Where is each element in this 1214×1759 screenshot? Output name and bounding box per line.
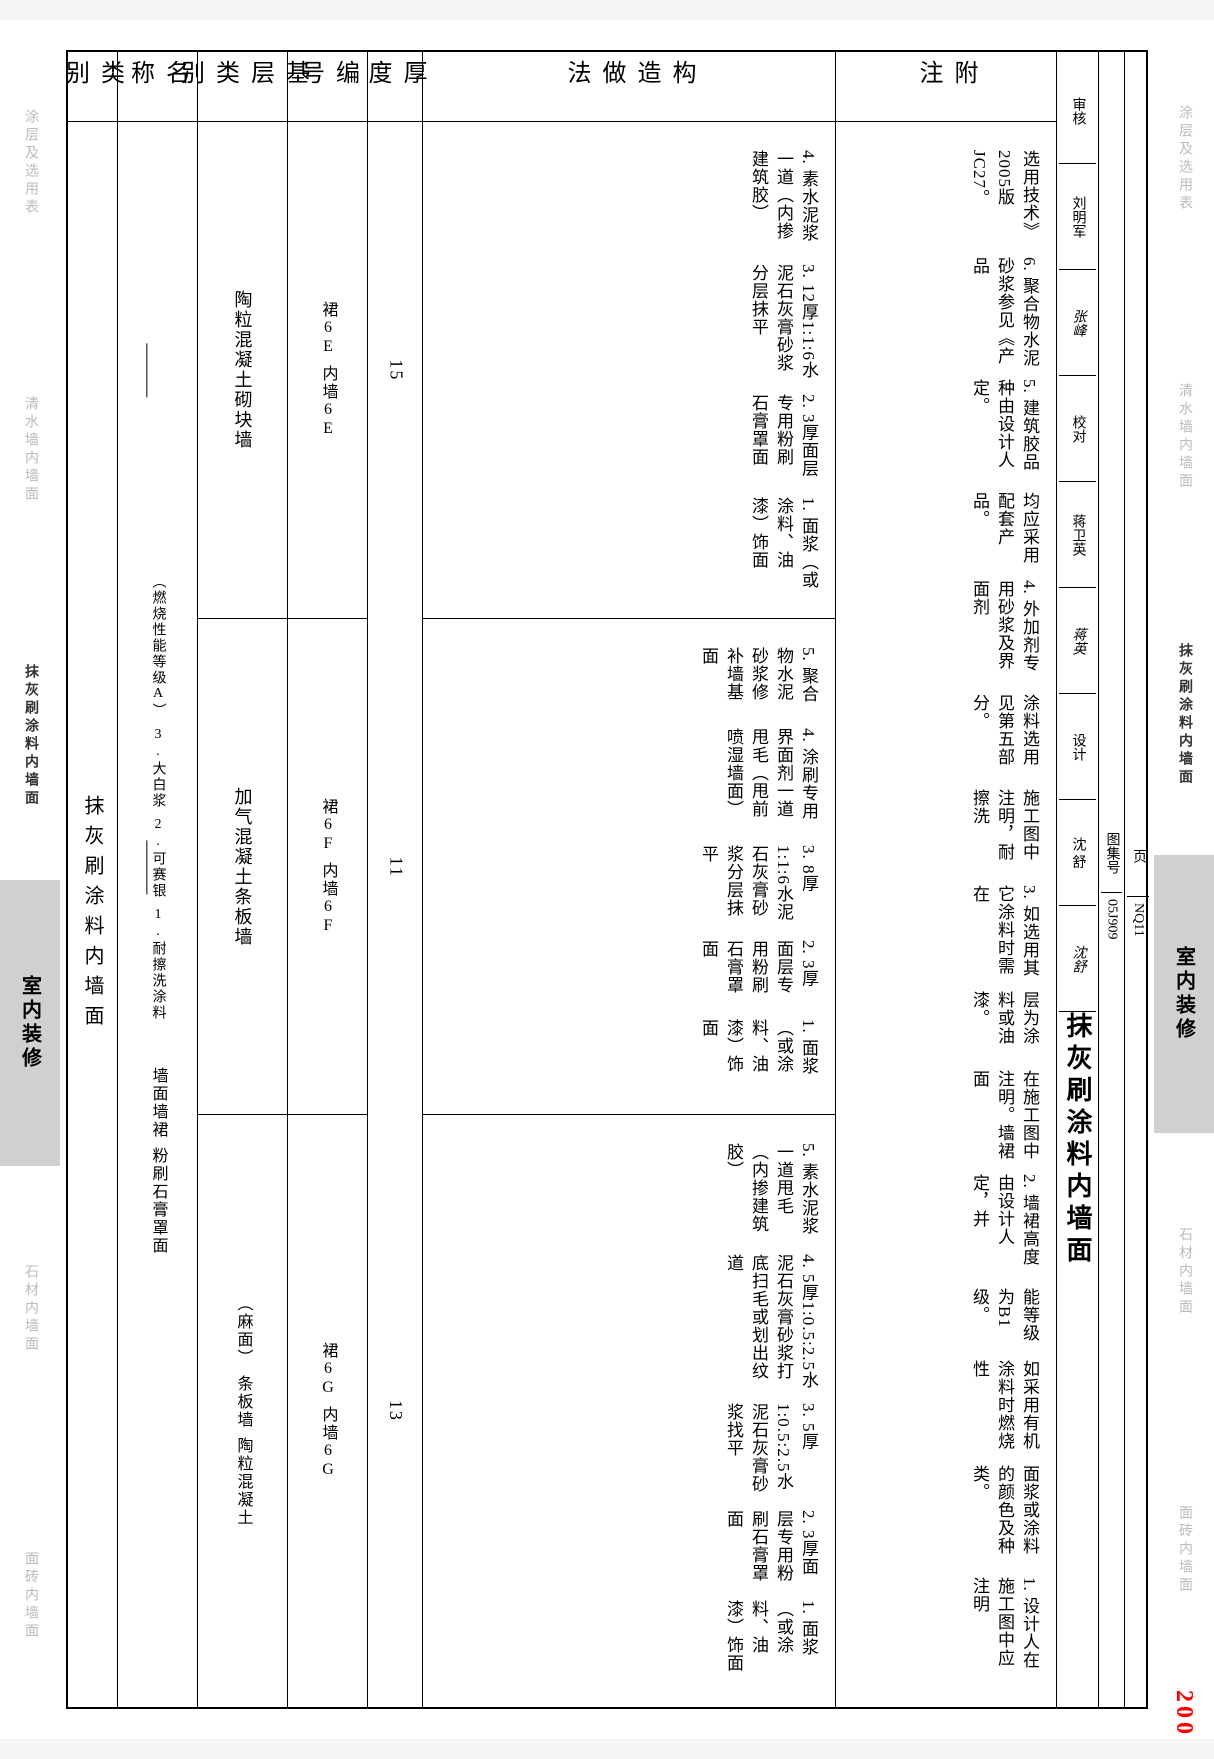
right-side-tabs: 涂层及选用表 清水墙内墙面 抹灰刷涂料内墙面 室内装修 石材内墙面 面砖内墙面 … [1154, 20, 1214, 1739]
hdr-construction: 构 造 做 法 [423, 52, 835, 122]
note-3c: 涂料选用见第五部分。 [967, 694, 1042, 778]
r2-step1: 1. 面浆（或涂料、油漆）饰面 [696, 1019, 821, 1086]
name-main2: 墙面墙裙 [146, 1067, 170, 1139]
tab-right-1: 涂层及选用表 [1154, 20, 1214, 298]
tab-right-5: 石材内墙面 [1154, 1133, 1214, 1411]
tab-right-4: 室内装修 [1154, 855, 1214, 1133]
name-main1: 粉刷石膏罩面 [146, 1147, 170, 1255]
base-r3-l1: 陶粒混凝土 [231, 1437, 255, 1527]
sheji-label: 设计 [1059, 694, 1096, 800]
note-2b: 在施工图中注明。墙裙面 [967, 1070, 1042, 1162]
r2-step4: 4. 涂刷专用界面剂一道甩毛（甩前喷湿墙面） [721, 728, 821, 831]
name-sub1: 1.耐擦洗涂料 [148, 907, 168, 1021]
name-sub3: 3.大白浆 [148, 727, 168, 809]
col-thickness: 厚度 15 11 13 [368, 52, 423, 1707]
sheet: 类别 抹灰刷涂料内墙面 名称 粉刷石膏罩面 墙面墙裙 1.耐擦洗涂料 2.可赛银… [66, 50, 1148, 1709]
note-1c: 如采用有机涂料时燃烧性 [967, 1360, 1042, 1452]
r3-step3: 3. 5厚1:0.5:2.5水泥石灰膏砂浆找平 [721, 1403, 821, 1496]
note-1b: 面浆或涂料的颜色及种类。 [967, 1465, 1042, 1566]
note-4b: 均应采用配套产品。 [967, 492, 1042, 568]
r3-step5: 5. 素水泥浆一道甩毛（内掺建筑胶） [721, 1143, 821, 1240]
note-1d: 能等级为B1级。 [967, 1288, 1042, 1349]
title-block: 审核 刘明军 张峰 校对 蒋卫英 蒋英 设计 沈 舒 沈舒 抹灰刷涂料内墙面 图… [1056, 52, 1146, 1707]
tab-left-5: 石材内墙面 [0, 1166, 60, 1453]
note-1a: 1. 设计人在施工图中应注明 [967, 1577, 1042, 1679]
thick-r3: 13 [99, 1384, 691, 1438]
tuji-label: 图集号 [1101, 813, 1122, 893]
hdr-base: 基层类别 [198, 52, 287, 122]
page-number: 200 [1159, 1684, 1209, 1744]
tab-left-1: 涂层及选用表 [0, 20, 60, 307]
tuji-col: 图集号 05J909 [1099, 52, 1125, 1707]
tab-right-3: 抹灰刷涂料内墙面 [1154, 576, 1214, 854]
note-3a: 3. 如选用其它涂料时需在 [967, 885, 1042, 978]
pageno-col: 页 NQ11 [1125, 52, 1151, 1707]
shenhe-sign: 张峰 [1059, 270, 1096, 376]
note-4a: 4. 外加剂专用砂浆及界面剂 [967, 580, 1042, 682]
tab-left-2: 清水墙内墙面 [0, 307, 60, 594]
r3-step2: 2. 3厚面层专用粉刷石膏罩面 [721, 1510, 821, 1586]
jiaodu-label: 校对 [1059, 376, 1096, 482]
thick-r1: 15 [147, 343, 644, 397]
r1-step1: 1. 面浆（或涂料、油漆）饰面 [746, 497, 821, 590]
hdr-code: 编号 [288, 52, 367, 122]
note-2c: 层为涂料或油漆。 [967, 991, 1042, 1058]
hdr-thickness: 厚度 [368, 52, 422, 122]
col-category: 类别 抹灰刷涂料内墙面 [68, 52, 118, 1707]
main-grid: 类别 抹灰刷涂料内墙面 名称 粉刷石膏罩面 墙面墙裙 1.耐擦洗涂料 2.可赛银… [68, 52, 1056, 1707]
note-6a: 6. 聚合物水泥砂浆参见《产品 [967, 257, 1042, 367]
sheji-name: 沈 舒 [1059, 800, 1096, 906]
shenhe-name: 刘明军 [1059, 164, 1096, 270]
hdr-category: 类别 [68, 52, 117, 122]
r3-step1: 1. 面浆（或涂料、油漆）饰面 [721, 1600, 821, 1679]
r1-step2: 2. 3厚面层专用粉刷石膏罩面 [746, 394, 821, 483]
signature-row: 审核 刘明军 张峰 校对 蒋卫英 蒋英 设计 沈 舒 沈舒 抹灰刷涂料内墙面 [1057, 52, 1099, 1707]
r2-step2: 2. 3厚面层专用粉刷石膏罩面 [696, 940, 821, 1005]
notes-body: 1. 设计人在施工图中应注明 面浆或涂料的颜色及种类。 如采用有机涂料时燃烧性 … [836, 122, 1056, 1707]
base-r3-l3: （麻面） [231, 1295, 255, 1367]
shenhe-label: 审核 [1059, 58, 1096, 164]
category-value: 抹灰刷涂料内墙面 [68, 122, 117, 1707]
jiaodu-sign: 蒋英 [1059, 588, 1096, 694]
page-value: NQ11 [1127, 897, 1149, 943]
col-notes: 附 注 1. 设计人在施工图中应注明 面浆或涂料的颜色及种类。 如采用有机涂料时… [836, 52, 1056, 1707]
tab-left-6: 面砖内墙面 [0, 1453, 60, 1740]
tab-right-6: 面砖内墙面 [1154, 1411, 1214, 1689]
r1-step3: 3. 12厚1:1:6水泥石灰膏砂浆分层抹平 [746, 264, 821, 380]
name-sub4: （燃烧性能等级A） [148, 574, 168, 719]
left-side-tabs: 涂层及选用表 清水墙内墙面 抹灰刷涂料内墙面 室内装修 石材内墙面 面砖内墙面 [0, 20, 60, 1739]
thick-r2: 11 [147, 840, 644, 894]
tuji-value: 05J909 [1101, 893, 1122, 945]
r2-step5: 5. 聚合物水泥砂浆修补墙基面 [696, 647, 821, 714]
note-3b: 施工图中注明，耐擦洗 [967, 789, 1042, 873]
note-2a: 2. 墙裙高度由设计人定，并 [967, 1174, 1042, 1276]
sheet-title: 抹灰刷涂料内墙面 [1059, 1011, 1096, 1701]
page-label: 页 [1127, 817, 1149, 897]
jiaodu-name: 蒋卫英 [1059, 482, 1096, 588]
note-6b: 选用技术》2005版JC27。 [967, 150, 1042, 245]
note-5: 5. 建筑胶品种由设计人定。 [967, 379, 1042, 481]
tab-left-3: 抹灰刷涂料内墙面 [0, 593, 60, 880]
sheji-sign: 沈舒 [1059, 906, 1096, 1011]
r2-step3: 3. 8厚1:1:6水泥石灰膏砂浆分层抹平 [696, 845, 821, 926]
r3-step4: 4. 5厚1:0.5:2.5水泥石灰膏砂浆打底扫毛或划出纹道 [721, 1254, 821, 1389]
tab-right-2: 清水墙内墙面 [1154, 298, 1214, 576]
page: 涂层及选用表 清水墙内墙面 抹灰刷涂料内墙面 室内装修 石材内墙面 面砖内墙面 … [0, 20, 1214, 1739]
r1-step4: 4. 素水泥浆一道（内掺建筑胶） [746, 150, 821, 250]
tab-left-4: 室内装修 [0, 880, 60, 1167]
hdr-notes: 附 注 [836, 52, 1056, 122]
